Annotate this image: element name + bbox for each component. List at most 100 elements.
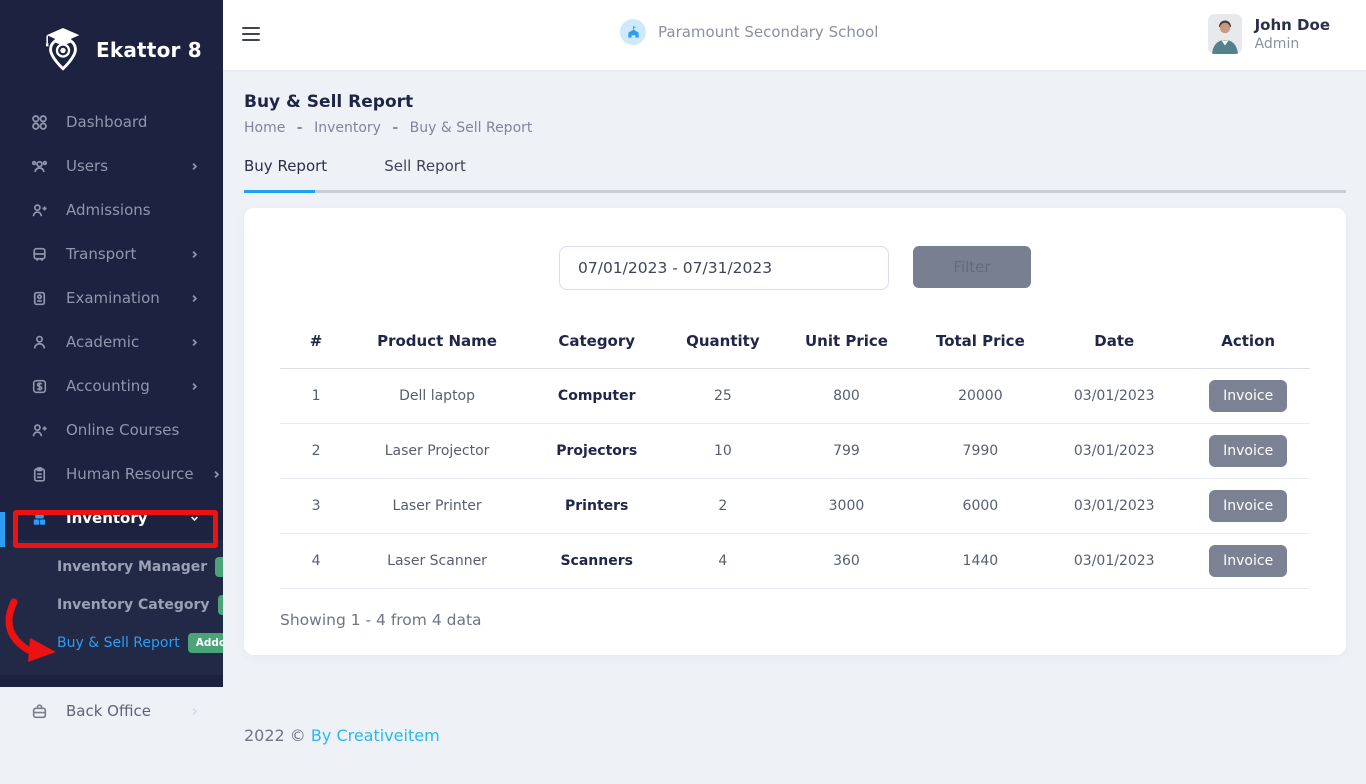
pagination-summary: Showing 1 - 4 from 4 data: [280, 611, 482, 629]
breadcrumb-current: Buy & Sell Report: [409, 120, 533, 136]
inventory-submenu: Inventory Manager Addon Inventory Catego…: [0, 540, 223, 675]
breadcrumb-home[interactable]: Home: [244, 120, 286, 136]
invoice-button[interactable]: Invoice: [1209, 490, 1288, 522]
col-header-num: #: [280, 320, 353, 369]
ekattor-logo-icon: [40, 24, 86, 76]
addon-badge: Addon: [215, 557, 223, 577]
cell-total-price: 1440: [918, 533, 1043, 589]
col-header-unit-price: Unit Price: [774, 320, 919, 369]
cell-num: 2: [280, 423, 353, 479]
table-row: 3 Laser Printer Printers 2 3000 6000 03/…: [280, 478, 1310, 534]
sidebar-item-back-office[interactable]: Back Office: [0, 689, 223, 733]
sidebar-item-admissions[interactable]: Admissions: [0, 188, 223, 232]
cell-total-price: 20000: [918, 368, 1043, 424]
cell-quantity: 2: [671, 478, 775, 534]
breadcrumb-separator: -: [392, 120, 399, 136]
cell-num: 4: [280, 533, 353, 589]
bus-icon: [30, 245, 50, 264]
hamburger-menu-icon[interactable]: [242, 27, 260, 45]
breadcrumb-separator: -: [296, 120, 303, 136]
sidebar-item-label: Back Office: [66, 702, 151, 720]
sidebar-subitem-inventory-category[interactable]: Inventory Category Addon: [0, 586, 223, 624]
sidebar-item-academic[interactable]: Academic: [0, 320, 223, 364]
person-plus-icon: [30, 421, 50, 440]
chevron-right-icon: [188, 248, 201, 261]
cell-total-price: 6000: [918, 478, 1043, 534]
invoice-button[interactable]: Invoice: [1209, 380, 1288, 412]
date-range-input[interactable]: [559, 246, 889, 290]
person-icon: [30, 333, 50, 352]
footer-credit-link[interactable]: By Creativeitem: [310, 726, 440, 745]
active-menu-indicator-bar: [0, 512, 5, 547]
cell-unit-price: 360: [774, 533, 919, 589]
table-row: 1 Dell laptop Computer 25 800 20000 03/0…: [280, 368, 1310, 424]
chevron-right-icon: [188, 705, 201, 718]
sidebar-item-label: Online Courses: [66, 421, 180, 439]
chevron-down-icon: [188, 512, 201, 525]
page-title: Buy & Sell Report: [244, 92, 414, 112]
col-header-category: Category: [522, 320, 672, 369]
cell-category: Projectors: [522, 423, 672, 479]
sidebar-subitem-buy-sell-report[interactable]: Buy & Sell Report Addon: [0, 624, 223, 662]
top-header: Paramount Secondary School John Doe Admi…: [223, 0, 1366, 70]
sidebar-item-label: Academic: [66, 333, 140, 351]
annotation-red-arrow: [5, 598, 56, 662]
cell-num: 3: [280, 478, 353, 534]
subitem-label: Inventory Manager: [57, 559, 208, 575]
user-avatar: [1207, 14, 1242, 54]
table-header-row: # Product Name Category Quantity Unit Pr…: [280, 320, 1310, 369]
cell-quantity: 4: [671, 533, 775, 589]
breadcrumb-inventory[interactable]: Inventory: [314, 120, 381, 136]
sidebar-item-online-courses[interactable]: Online Courses: [0, 408, 223, 452]
cell-num: 1: [280, 368, 353, 424]
sidebar-item-label: Admissions: [66, 201, 151, 219]
cell-total-price: 7990: [918, 423, 1043, 479]
invoice-button[interactable]: Invoice: [1209, 435, 1288, 467]
cell-date: 03/01/2023: [1042, 368, 1187, 424]
school-selector[interactable]: Paramount Secondary School: [620, 19, 878, 45]
table-row: 4 Laser Scanner Scanners 4 360 1440 03/0…: [280, 533, 1310, 589]
cell-product: Dell laptop: [352, 368, 523, 424]
sidebar-nav: Dashboard Users Admissions Transport: [0, 76, 223, 675]
footer: 2022 © By Creativeitem: [244, 726, 440, 745]
buy-report-table: # Product Name Category Quantity Unit Pr…: [280, 320, 1310, 589]
filter-button[interactable]: Filter: [913, 246, 1031, 288]
sidebar-item-label: Users: [66, 157, 109, 175]
col-header-product: Product Name: [352, 320, 523, 369]
invoice-button[interactable]: Invoice: [1209, 545, 1288, 577]
dollar-icon: [30, 377, 50, 396]
cell-category: Computer: [522, 368, 672, 424]
chevron-right-icon: [210, 468, 223, 481]
sidebar-item-transport[interactable]: Transport: [0, 232, 223, 276]
report-tabs: Buy Report Sell Report: [244, 156, 1346, 193]
cell-quantity: 10: [671, 423, 775, 479]
tab-buy-report[interactable]: Buy Report: [244, 157, 328, 175]
school-name: Paramount Secondary School: [658, 23, 879, 41]
sidebar-item-human-resource[interactable]: Human Resource: [0, 452, 223, 496]
cell-date: 03/01/2023: [1042, 478, 1187, 534]
tab-sell-report[interactable]: Sell Report: [384, 157, 466, 175]
sidebar-item-examination[interactable]: Examination: [0, 276, 223, 320]
cell-product: Laser Scanner: [352, 533, 523, 589]
cell-unit-price: 799: [774, 423, 919, 479]
footer-year: 2022 ©: [244, 726, 306, 745]
brand-name: Ekattor 8: [96, 38, 202, 62]
chevron-right-icon: [188, 380, 201, 393]
cell-unit-price: 3000: [774, 478, 919, 534]
sidebar-item-accounting[interactable]: Accounting: [0, 364, 223, 408]
col-header-total-price: Total Price: [918, 320, 1043, 369]
sidebar-item-dashboard[interactable]: Dashboard: [0, 100, 223, 144]
col-header-date: Date: [1042, 320, 1187, 369]
sidebar-item-label: Transport: [66, 245, 137, 263]
cell-product: Laser Projector: [352, 423, 523, 479]
sidebar-item-users[interactable]: Users: [0, 144, 223, 188]
sidebar-item-label: Accounting: [66, 377, 150, 395]
col-header-action: Action: [1186, 320, 1310, 369]
person-plus-icon: [30, 201, 50, 220]
users-icon: [30, 157, 50, 176]
sidebar-item-label: Examination: [66, 289, 160, 307]
sidebar-item-label: Human Resource: [66, 465, 194, 483]
filter-row: Filter: [280, 246, 1310, 290]
sidebar-subitem-inventory-manager[interactable]: Inventory Manager Addon: [0, 548, 223, 586]
user-profile[interactable]: John Doe Admin: [1207, 14, 1330, 54]
